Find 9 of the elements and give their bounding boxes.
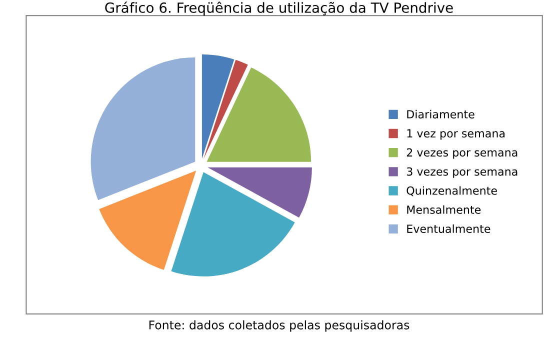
legend-label: Mensalmente — [407, 205, 481, 214]
legend-label: Eventualmente — [407, 224, 490, 233]
legend-label: 3 vezes por semana — [406, 167, 518, 178]
chart-title: Gráfico 6. Freqüência de utilização da TV Pendrive — [105, 2, 453, 16]
legend-label: Quinzenalmente — [406, 186, 497, 196]
source-note: Fonte: dados coletados pelas pesquisadoras — [149, 320, 410, 332]
legend-label: 2 vezes por semana — [406, 148, 518, 159]
legend-label: Diariamente — [407, 110, 474, 118]
legend-label: 1 vez por semana — [407, 129, 505, 140]
